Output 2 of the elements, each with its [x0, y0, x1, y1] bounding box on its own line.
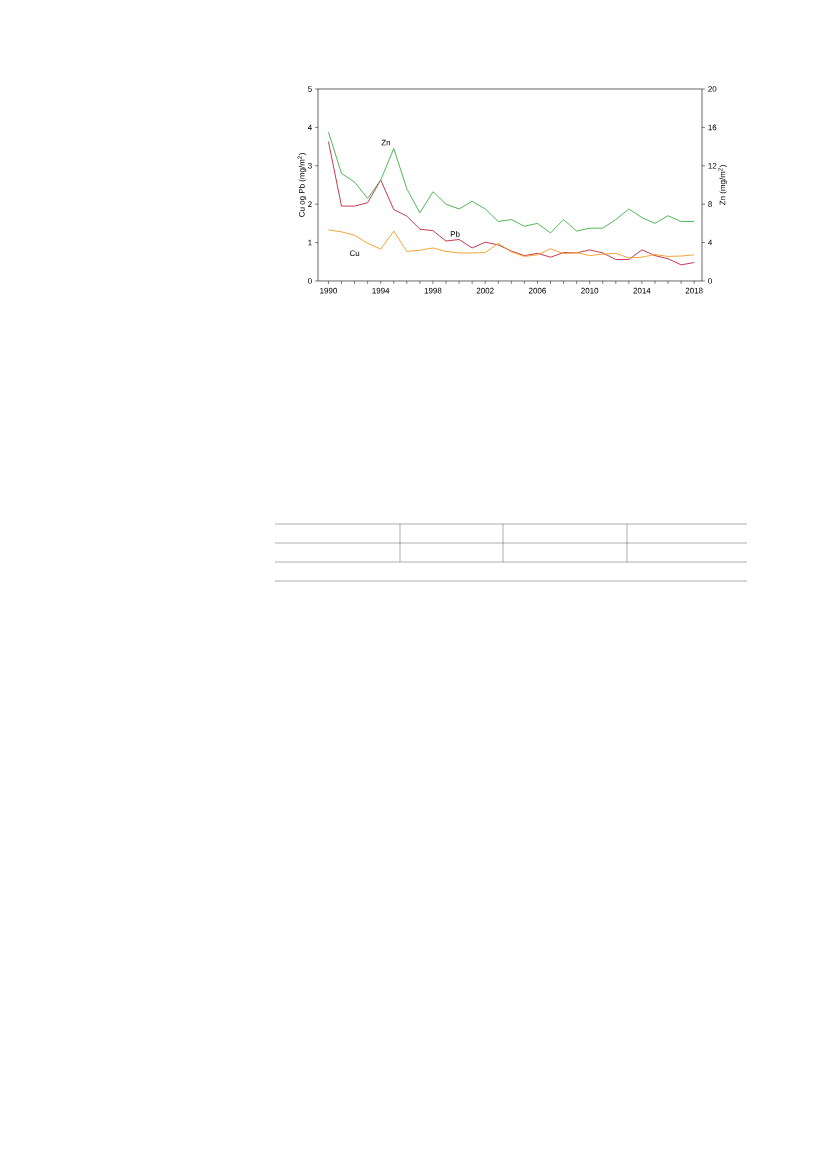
line-series: [328, 229, 695, 259]
line-series: [328, 141, 695, 266]
